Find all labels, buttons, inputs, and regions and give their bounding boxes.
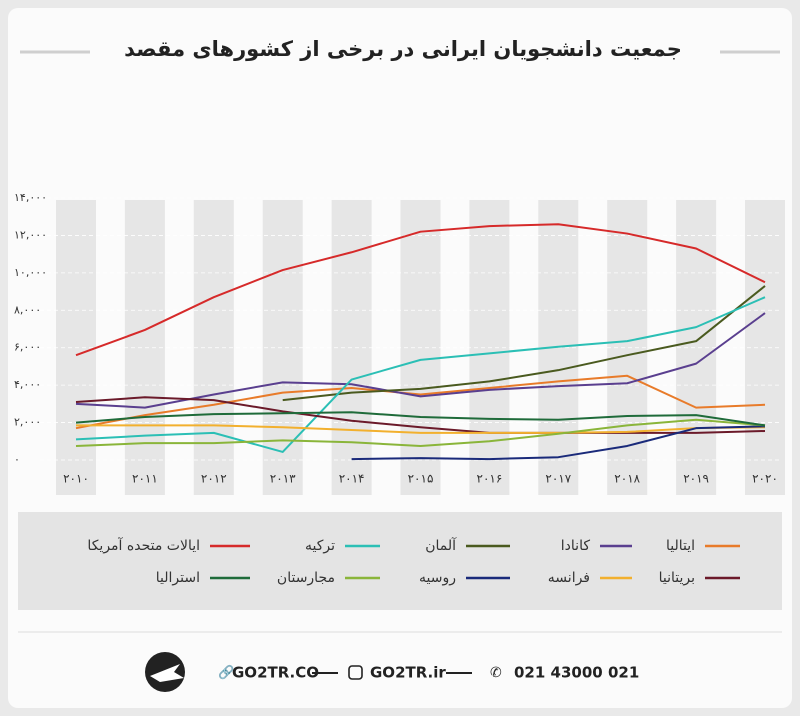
x-tick-label: ۲۰۱۹ — [683, 472, 709, 486]
legend-label: آلمان — [425, 537, 457, 554]
link-icon: 🔗 — [218, 664, 234, 681]
year-band — [607, 200, 648, 495]
plot: ۰ ۲,۰۰۰ ۴,۰۰۰ ۶,۰۰۰ ۸,۰۰۰ ۱۰,۰۰۰ ۱۲,۰۰۰ ۱۴,۰۰۰ — [14, 191, 780, 466]
y-tick-label: ۲,۰۰۰ — [14, 416, 41, 429]
x-tick-label: ۲۰۱۴ — [339, 472, 365, 486]
instagram-icon — [348, 665, 363, 680]
x-tick-label: ۲۰۱۲ — [201, 472, 227, 486]
phone-icon: ✆ — [490, 665, 502, 681]
x-tick-label: ۲۰۲۰ — [752, 472, 778, 486]
legend-label: روسیه — [419, 570, 456, 586]
legend-label: استرالیا — [156, 570, 200, 586]
series-line — [351, 425, 766, 461]
x-tick-label: ۲۰۱۵ — [408, 472, 434, 486]
legend: ایتالیا کانادا آلمان ترکیه ایالات متحده آمری… — [87, 537, 740, 586]
legend-label: ایتالیا — [666, 538, 695, 554]
y-tick-label: ۸,۰۰۰ — [14, 303, 41, 316]
x-tick-label: ۲۰۱۸ — [614, 472, 640, 486]
footer: 🔗 GO2TR.CO GO2TR.ir ✆ 021 43000 021 — [145, 652, 639, 692]
logo-plane — [150, 664, 184, 682]
series-line — [75, 411, 766, 427]
phone: 021 43000 021 — [514, 664, 639, 682]
year-band — [124, 200, 165, 495]
y-tick-label: ۰ — [14, 453, 20, 466]
x-tick-label: ۲۰۱۷ — [545, 472, 571, 486]
series-line — [75, 418, 766, 447]
year-band — [262, 200, 303, 495]
legend-box — [18, 512, 782, 610]
legend-label: ایالات متحده آمریکا — [87, 537, 200, 554]
series-line — [75, 223, 766, 357]
x-tick-label: ۲۰۱۱ — [132, 472, 158, 486]
chart-title: جمعیت دانشجویان ایرانی در برخی از کشورها… — [124, 37, 682, 61]
x-tick-label: ۲۰۱۰ — [63, 472, 89, 486]
website: GO2TR.CO — [232, 664, 319, 682]
series-line — [282, 285, 766, 402]
legend-label: مجارستان — [277, 570, 335, 586]
y-tick-label: ۶,۰۰۰ — [14, 341, 41, 354]
year-band — [193, 200, 234, 495]
y-tick-label: ۱۰,۰۰۰ — [14, 266, 47, 279]
y-tick-label: ۴,۰۰۰ — [14, 378, 41, 391]
series-line — [75, 374, 766, 430]
instagram: GO2TR.ir — [370, 664, 446, 682]
year-band — [676, 200, 717, 495]
legend-label: بریتانیا — [659, 570, 695, 586]
legend-label: ترکیه — [305, 538, 335, 554]
series-line — [75, 296, 766, 453]
series-line — [76, 424, 766, 434]
x-tick-label: ۲۰۱۳ — [270, 472, 296, 486]
y-tick-label: ۱۲,۰۰۰ — [14, 228, 47, 241]
x-tick-label: ۲۰۱۶ — [477, 472, 503, 486]
legend-label: کانادا — [561, 538, 591, 554]
legend-label: فرانسه — [548, 570, 590, 586]
y-tick-label: ۱۴,۰۰۰ — [14, 191, 47, 204]
series-line — [75, 396, 766, 434]
